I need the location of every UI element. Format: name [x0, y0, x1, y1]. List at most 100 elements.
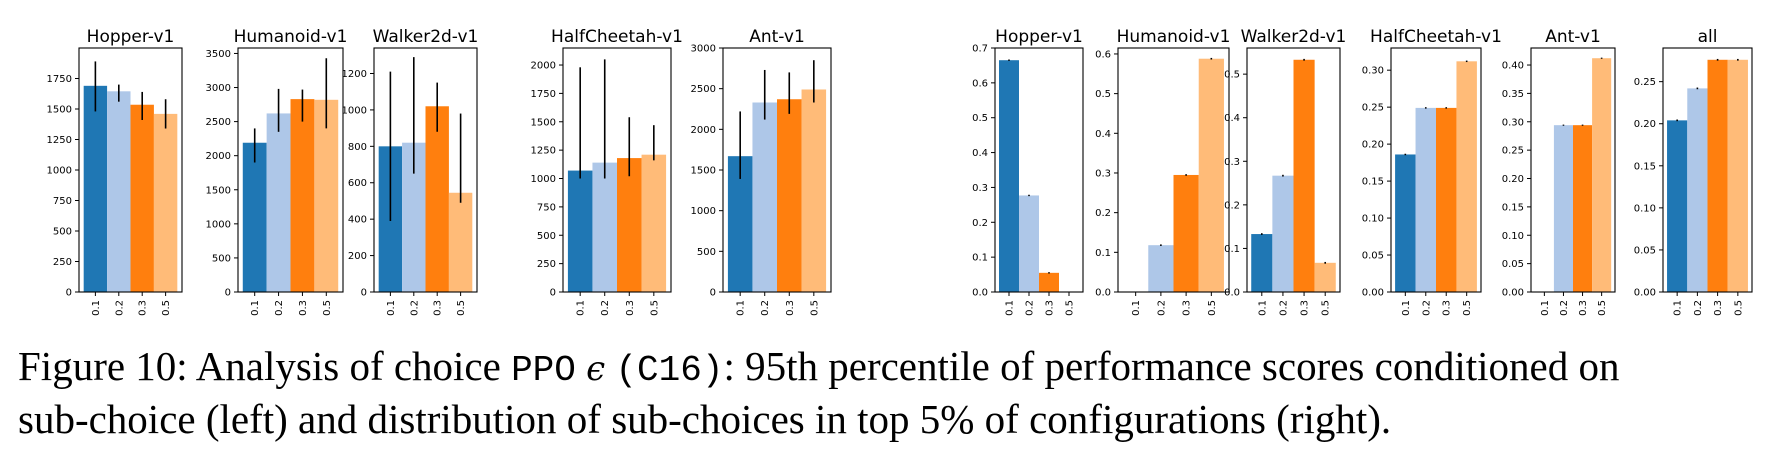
subplot-dist-10: 0.1 0.2 0.3 0.5 0.00 0.05 0.10 0.15 0.20 0.25 0.30… — [1502, 27, 1616, 316]
x-tick-label: 0.5 — [1065, 300, 1076, 316]
x-tick-label: 0.3 — [298, 300, 309, 316]
axes-frame — [237, 47, 344, 293]
y-tick-label: 0.3 — [1224, 157, 1240, 168]
x-tick-label: 0.1 — [91, 300, 102, 316]
x-tick-label: 0.2 — [600, 300, 611, 316]
bar — [1456, 61, 1477, 293]
y-tick-label: 750 — [53, 196, 72, 207]
subplot-dist-11: 0.1 0.2 0.3 0.5 0.00 0.05 0.10 0.15 0.20 0.25 all — [1634, 27, 1753, 316]
y-tick-label: 0.00 — [1502, 288, 1524, 299]
y-tick-label: 0.7 — [972, 44, 988, 55]
x-tick-label: 0.5 — [1207, 300, 1218, 316]
y-tick-label: 1000 — [206, 219, 231, 230]
y-tick-label: 0.1 — [1224, 244, 1240, 255]
bar — [314, 99, 339, 292]
x-tick-label: 0.1 — [576, 300, 587, 316]
subplot-dist-6: 0.1 0.2 0.3 0.5 0.0 0.1 0.2 0.3 0.4 0.5 0.6 0.7 Hopp… — [972, 27, 1084, 316]
bar — [425, 106, 449, 293]
bar — [1667, 120, 1688, 293]
x-tick-label: 0.3 — [1578, 300, 1589, 316]
x-tick-label: 0.2 — [409, 300, 420, 316]
y-tick-label: 0.40 — [1502, 61, 1524, 72]
caption-code: PPO — [511, 350, 576, 391]
y-tick-label: 0.20 — [1362, 140, 1384, 151]
x-tick-label: 0.5 — [1597, 300, 1608, 316]
x-tick-label: 0.3 — [1713, 300, 1724, 316]
bar — [290, 99, 315, 293]
y-tick-label: 2000 — [691, 125, 716, 136]
bar — [1592, 58, 1612, 292]
y-tick-label: 3000 — [691, 44, 716, 55]
y-tick-label: 2000 — [206, 151, 231, 162]
axes-frame — [1530, 47, 1616, 293]
bar — [153, 113, 178, 292]
bar — [1707, 59, 1728, 292]
subplot-title: HalfCheetah-v1 — [551, 27, 683, 47]
y-tick-label: 0 — [710, 288, 716, 299]
x-tick-label: 0.2 — [760, 300, 771, 316]
bar — [1148, 245, 1174, 292]
x-tick-label: 0.1 — [1131, 300, 1142, 316]
x-tick-label: 0.1 — [736, 300, 747, 316]
axes-frame — [1662, 47, 1753, 293]
y-tick-label: 0.5 — [1224, 70, 1240, 81]
bar — [1687, 88, 1708, 293]
y-tick-label: 0.4 — [972, 148, 988, 159]
x-tick-label: 0.3 — [433, 300, 444, 316]
x-tick-label: 0.1 — [386, 300, 397, 316]
x-tick-label: 0.2 — [1278, 300, 1289, 316]
y-tick-label: 0.2 — [1095, 208, 1111, 219]
y-tick-label: 0.35 — [1502, 89, 1524, 100]
subplot-dist-9: 0.1 0.2 0.3 0.5 0.00 0.05 0.10 0.15 0.20 0.25 0.30… — [1362, 27, 1502, 316]
y-tick-label: 0.05 — [1502, 259, 1524, 270]
y-tick-label: 0.5 — [972, 113, 988, 124]
caption-line-1: Figure 10: Analysis of choice PPO ϵ (C16… — [18, 342, 1783, 395]
y-tick-label: 0.6 — [1095, 49, 1111, 60]
y-tick-label: 200 — [348, 251, 367, 262]
subplot-title: Hopper-v1 — [995, 27, 1083, 47]
y-tick-label: 500 — [212, 253, 231, 264]
y-tick-label: 500 — [697, 247, 716, 258]
y-tick-label: 0.1 — [972, 253, 988, 264]
bar — [617, 158, 642, 292]
y-tick-label: 0.5 — [1095, 89, 1111, 100]
y-tick-label: 0 — [225, 288, 231, 299]
y-tick-label: 0.0 — [1224, 288, 1240, 299]
x-tick-label: 0.1 — [250, 300, 261, 316]
subplot-title: Walker2d-v1 — [373, 27, 479, 47]
y-tick-label: 750 — [537, 202, 556, 213]
figure-panels: 0.1 0.2 0.3 0.5 0 250 500 750 1000 1250 1500 1750 Ho… — [47, 27, 1753, 316]
bar — [1727, 59, 1748, 292]
y-tick-label: 1500 — [531, 117, 556, 128]
subplot-title: Humanoid-v1 — [1117, 27, 1231, 47]
bar — [1573, 125, 1593, 293]
bar — [1553, 125, 1573, 293]
caption-text-1: Analysis of choice — [195, 343, 501, 389]
y-tick-label: 0.10 — [1362, 214, 1384, 225]
caption-epsilon: ϵ — [586, 349, 606, 389]
y-tick-label: 500 — [53, 227, 72, 238]
y-tick-label: 0.4 — [1095, 129, 1111, 140]
subplot-score-1: 0.1 0.2 0.3 0.5 0 250 500 750 1000 1250 1500 1750 Ho… — [47, 27, 183, 316]
x-tick-label: 0.3 — [138, 300, 149, 316]
y-tick-label: 0.15 — [1502, 202, 1524, 213]
caption-text-2: : 95th percentile of performance scores … — [723, 343, 1620, 389]
axes-frame — [562, 47, 672, 293]
y-tick-label: 2500 — [206, 117, 231, 128]
x-tick-label: 0.3 — [1442, 300, 1453, 316]
y-tick-label: 1000 — [47, 166, 72, 177]
figure-label: Figure 10: — [18, 343, 188, 389]
y-tick-label: 0.30 — [1362, 66, 1384, 77]
x-tick-label: 0.2 — [1693, 300, 1704, 316]
y-tick-label: 1500 — [691, 166, 716, 177]
subplot-title: Humanoid-v1 — [234, 27, 348, 47]
y-tick-label: 500 — [537, 231, 556, 242]
x-tick-label: 0.2 — [274, 300, 285, 316]
x-tick-label: 0.5 — [161, 300, 172, 316]
y-tick-label: 0.0 — [972, 288, 988, 299]
x-tick-label: 0.5 — [649, 300, 660, 316]
bar — [242, 142, 267, 292]
x-tick-label: 0.3 — [625, 300, 636, 316]
bar — [777, 99, 802, 293]
x-tick-label: 0.5 — [1733, 300, 1744, 316]
